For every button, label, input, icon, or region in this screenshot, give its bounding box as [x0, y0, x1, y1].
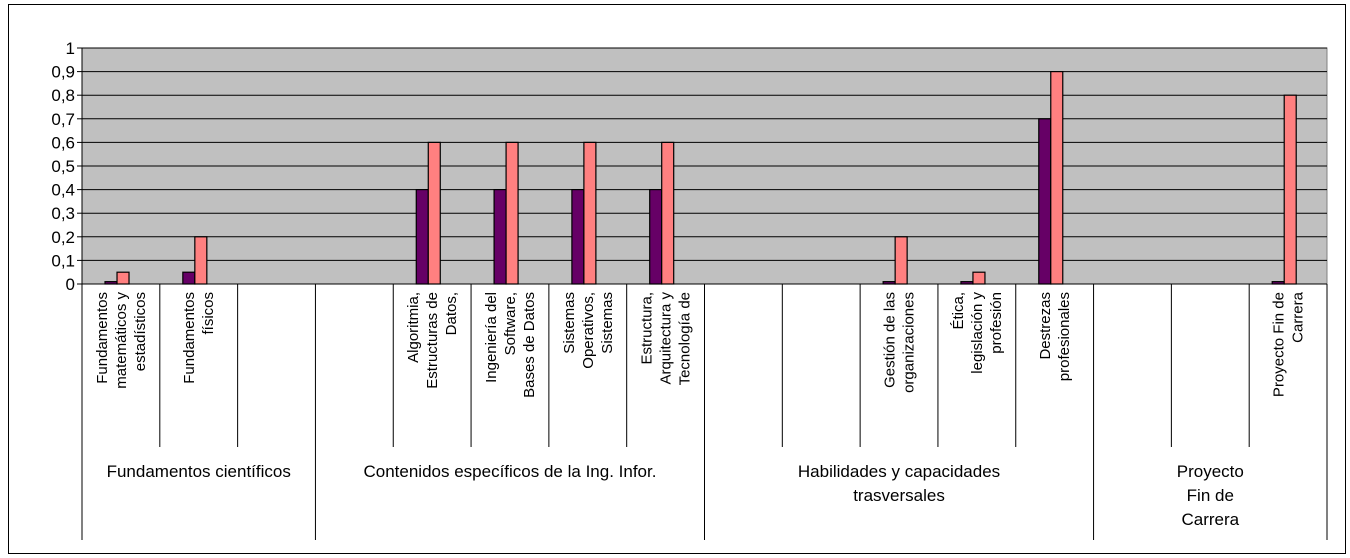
y-tick-label: 0,4 [51, 181, 75, 200]
group-label: Fin de [1187, 486, 1234, 505]
bar [1038, 118, 1052, 285]
category-label: Ética, [950, 292, 967, 330]
group-label: Carrera [1181, 510, 1239, 529]
category-label: estadísticos [132, 292, 149, 371]
group-label: Contenidos específicos de la Ing. Infor. [363, 462, 656, 481]
bar [1050, 70, 1064, 285]
group-label: Habilidades y capacidades [798, 462, 1000, 481]
y-tick-label: 0,7 [51, 110, 75, 129]
bar [104, 281, 118, 285]
bar [505, 141, 519, 285]
category-label: Sistemas [561, 292, 578, 354]
group-label: trasversales [853, 486, 945, 505]
category-label: profesión [988, 292, 1005, 354]
bar [182, 271, 196, 285]
category-label: Arquitectura y [658, 292, 675, 385]
category-label: Fundamentos [181, 292, 198, 384]
category-label: profesionales [1056, 292, 1073, 381]
category-label: organizaciones [901, 292, 918, 393]
category-label: Ingeniería del [483, 292, 500, 383]
bar [194, 236, 208, 285]
bar [960, 281, 974, 285]
bar [116, 271, 130, 285]
bar [882, 281, 896, 285]
category-label: Sistemas [599, 292, 616, 354]
category-label: legislación y [969, 292, 986, 374]
y-tick-label: 0,1 [51, 251, 75, 270]
category-label: Software, [502, 292, 519, 355]
bar [649, 189, 663, 285]
y-tick-label: 0,9 [51, 63, 75, 82]
category-label: Operativos, [580, 292, 597, 369]
category-label: Gestión de las [882, 292, 899, 388]
chart-svg: 0 0,1 0,2 0,3 0,4 0,5 0,6 0,7 0,8 0,9 1 Fundamentos… [51, 39, 1328, 540]
category-label: Proyecto Fin de [1271, 292, 1288, 397]
category-label: físicos [200, 292, 217, 335]
bar [894, 236, 908, 285]
bar [972, 271, 986, 285]
y-tick-label: 0,3 [51, 204, 75, 223]
bar [583, 141, 597, 285]
category-label: Fundamentos [94, 292, 111, 384]
bar [1271, 281, 1285, 285]
y-tick-label: 0 [66, 275, 75, 294]
bar [493, 189, 507, 285]
category-label: Bases de Datos [521, 292, 538, 398]
chart-frame: 0 0,1 0,2 0,3 0,4 0,5 0,6 0,7 0,8 0,9 1 Fundamentos… [8, 4, 1346, 554]
y-tick-label: 0,5 [51, 157, 75, 176]
category-label: Estructura, [639, 292, 656, 365]
bar [1283, 94, 1297, 285]
y-tick-label: 0,8 [51, 86, 75, 105]
bar [415, 189, 429, 285]
category-label: Tecnología de [677, 292, 694, 385]
category-label: Destrezas [1037, 292, 1054, 360]
bar [661, 141, 675, 285]
bar [427, 141, 441, 285]
category-label: Datos, [443, 292, 460, 335]
bar [571, 189, 585, 285]
group-label: Fundamentos científicos [107, 462, 291, 481]
category-label: Carrera [1290, 291, 1307, 343]
y-tick-label: 0,2 [51, 228, 75, 247]
category-label: Estructuras de [424, 292, 441, 389]
y-tick-label: 0,6 [51, 133, 75, 152]
category-label: Algoritmia, [405, 292, 422, 363]
category-label: matemáticos y [113, 292, 130, 389]
group-label: Proyecto [1177, 462, 1244, 481]
y-tick-label: 1 [66, 39, 75, 58]
